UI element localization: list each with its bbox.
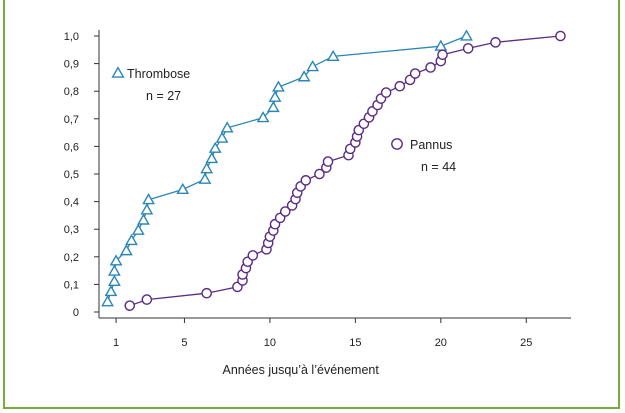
data-point-thrombose [137,213,150,225]
data-point-thrombose [140,203,154,215]
axes [94,30,571,323]
data-point-pannus [322,156,334,167]
y-tick-labels: 0 0,1 0,2 0,3 0,4 0,5 0,6 0,7 0,8 0,9 1,0 [64,31,79,319]
data-point-thrombose [215,131,229,143]
x-tick-label: 10 [264,337,276,349]
data-point-thrombose [101,295,114,307]
data-point-pannus [141,294,153,305]
data-point-thrombose [107,274,121,286]
data-point-thrombose [131,223,145,235]
data-point-thrombose [434,39,448,51]
y-tick-label: 0,5 [64,169,79,181]
data-point-thrombose [208,141,222,153]
data-point-pannus [462,43,474,54]
data-point-thrombose [272,80,285,92]
data-point-thrombose [200,162,214,174]
data-point-thrombose [107,264,121,276]
legend-label-pannus: Pannus [410,138,452,152]
data-point-thrombose [326,49,340,62]
data-point-thrombose [460,29,473,41]
data-point-pannus [247,250,259,261]
data-point-thrombose [205,151,219,164]
data-point-thrombose [266,100,280,113]
data-point-thrombose [109,254,123,266]
x-tick-label: 25 [520,337,532,349]
y-tick-label: 0,9 [64,59,79,71]
y-tick-label: 0 [73,307,79,319]
legend-count-pannus: n = 44 [421,160,456,174]
y-tick-label: 0,1 [64,279,79,291]
data-point-pannus [201,287,212,299]
data-point-thrombose [176,182,190,195]
data-point-thrombose [198,172,212,184]
data-point-thrombose [125,233,138,246]
data-point-pannus [409,68,421,79]
data-point-thrombose [119,244,133,256]
data-point-pannus [490,37,501,48]
data-point-pannus [555,30,566,42]
chart-frame: 0 0,1 0,2 0,3 0,4 0,5 0,6 0,7 0,8 0,9 1,0 1 5 10 15 20… [3,0,620,409]
data-point-thrombose [220,121,234,133]
data-point-pannus [279,206,291,217]
data-point-thrombose [306,60,320,72]
y-tick-label: 1,0 [64,31,79,43]
legend-label-thrombose: Thrombose [127,67,190,81]
data-point-thrombose [297,70,311,82]
data-point-pannus [380,87,392,98]
data-point-thrombose [268,90,282,102]
data-point-pannus [437,49,448,61]
legend-marker-pannus [391,138,403,150]
y-tick-label: 0,4 [64,197,79,209]
legend-marker-thrombose [111,66,125,78]
data-point-pannus [425,62,436,73]
x-tick-label: 15 [349,337,361,349]
x-tick-label: 1 [113,337,119,349]
data-point-pannus [394,80,406,92]
data-point-pannus [314,168,325,180]
data-point-pannus [300,175,312,186]
y-tick-label: 0,7 [64,114,79,126]
x-tick-label: 5 [181,337,187,349]
data-point-pannus [124,300,136,311]
data-point-thrombose [256,111,270,123]
series-markers [101,29,566,311]
legend: Thrombose n = 27 Pannus n = 44 [111,66,456,174]
legend-count-thrombose: n = 27 [146,89,181,103]
cumulative-incidence-chart: 00,10,20,30,40,50,60,70,80,91,0 1 5 10 15 20… [64,29,571,377]
x-axis-title: Années jusqu’à l’événement [222,363,379,377]
data-point-thrombose [142,193,155,205]
data-point-thrombose [104,284,118,297]
y-tick-label: 0,2 [64,252,79,264]
y-tick-label: 0,6 [64,141,79,153]
y-tick-label: 0,8 [64,86,79,98]
x-tick-label: 20 [435,337,447,349]
x-tick-labels: 1 5 10 15 20 25 [113,337,532,349]
y-tick-label: 0,3 [64,224,79,236]
series-line-pannus [129,35,561,307]
